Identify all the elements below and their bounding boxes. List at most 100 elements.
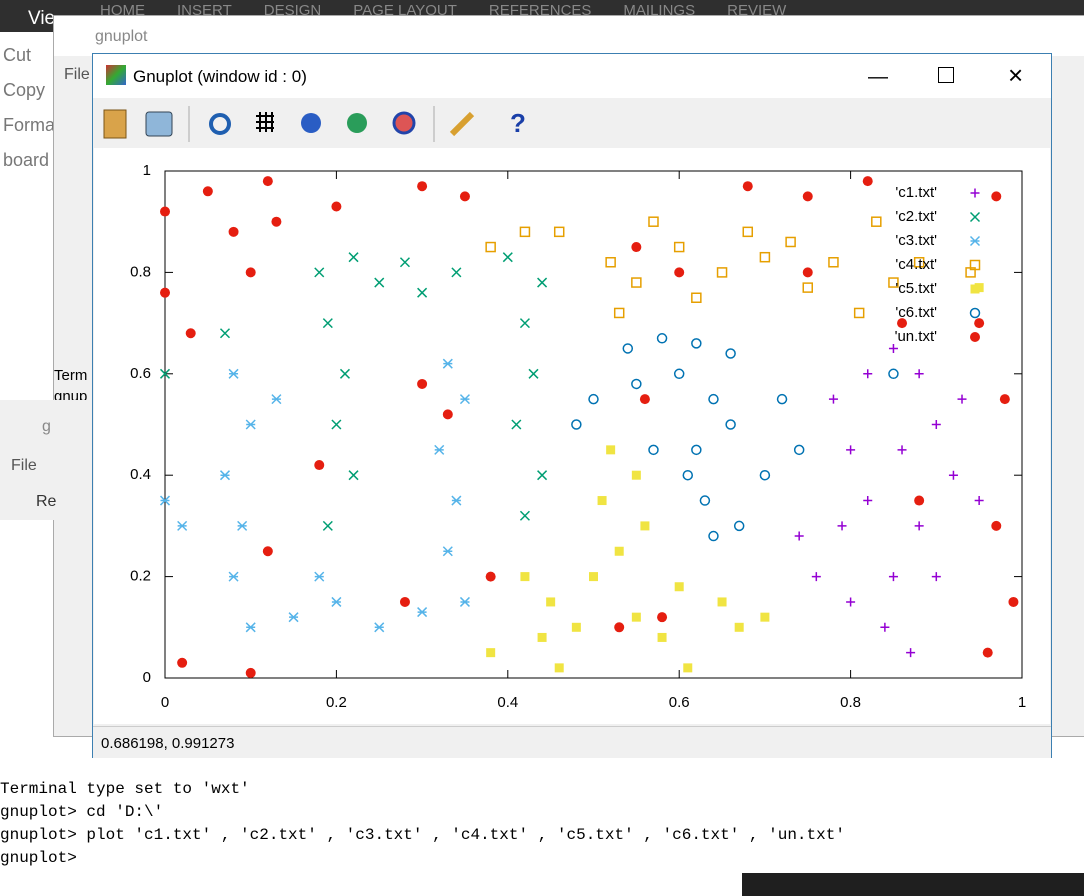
copy-icon[interactable] [103, 109, 127, 139]
x-tick-label: 0.6 [669, 694, 690, 711]
point [160, 287, 170, 298]
ribbon-tab[interactable]: MAILINGS [623, 2, 696, 19]
point [931, 420, 941, 429]
point [699, 495, 711, 506]
y-tick-label: 0.6 [130, 365, 151, 382]
zoom-reset-icon[interactable] [392, 111, 416, 135]
point [322, 318, 333, 329]
point [991, 191, 1002, 202]
point [339, 368, 351, 379]
status-bar [93, 726, 1051, 758]
point [519, 318, 530, 329]
grid-icon[interactable] [256, 112, 274, 132]
point [502, 252, 513, 263]
small-window [0, 400, 92, 520]
clipboard-item: Forma [3, 115, 53, 135]
point [262, 176, 273, 187]
point [159, 495, 171, 506]
legend-label: 'c5.txt' [895, 280, 937, 297]
ribbon-tab[interactable]: REVIEW [727, 2, 787, 19]
point [374, 277, 385, 288]
console-menu[interactable]: File [64, 66, 90, 83]
ribbon-tab[interactable]: HOME [100, 2, 145, 19]
print-icon[interactable] [145, 111, 173, 137]
point [537, 277, 548, 288]
min-button[interactable]: — [868, 66, 888, 88]
point [674, 267, 685, 278]
clipboard-item: Copy [3, 80, 46, 100]
point [1008, 596, 1019, 607]
point [219, 328, 231, 339]
point [717, 597, 727, 607]
legend-marker [969, 259, 981, 271]
point [597, 496, 607, 506]
ribbon-tab[interactable]: INSERT [177, 2, 232, 19]
point [322, 520, 333, 531]
ribbon-tab[interactable]: DESIGN [263, 2, 322, 19]
point [271, 216, 282, 227]
ribbon-tab[interactable]: REFERENCES [488, 2, 592, 19]
legend-marker [970, 188, 980, 198]
point [331, 201, 342, 212]
point [486, 648, 496, 658]
point [314, 460, 325, 471]
point [863, 369, 873, 379]
plot-icon [106, 65, 126, 85]
point [399, 596, 410, 607]
y-tick-label: 0 [143, 669, 151, 686]
legend-label: 'c3.txt' [895, 232, 937, 249]
zoom-prev-icon[interactable] [301, 113, 321, 133]
point [673, 368, 685, 380]
legend-marker [969, 235, 981, 247]
point [160, 206, 170, 217]
point [802, 282, 813, 293]
point [434, 444, 445, 455]
help-icon[interactable]: ? [510, 108, 526, 138]
point [554, 663, 564, 673]
small-redo[interactable]: Re [36, 493, 57, 510]
point [528, 368, 539, 379]
point [631, 277, 642, 288]
point [725, 348, 736, 359]
terminal-line: gnuplot> [0, 849, 77, 867]
view-tab[interactable]: Vie [28, 8, 56, 29]
point [742, 226, 754, 238]
ribbon-tab[interactable]: PAGE LAYOUT [353, 2, 457, 19]
point [742, 181, 753, 192]
close-button[interactable]: × [1008, 60, 1024, 90]
point [614, 622, 625, 633]
legend-marker [970, 332, 980, 342]
plot-titlebar [93, 54, 1051, 98]
point [683, 663, 693, 673]
point [219, 470, 231, 481]
point [631, 242, 642, 253]
small-menu[interactable]: File [11, 457, 37, 474]
point [846, 597, 856, 607]
point [871, 216, 882, 227]
point [451, 495, 462, 506]
console-line: Term [54, 367, 88, 384]
max-button[interactable] [938, 67, 954, 83]
point [682, 469, 694, 481]
legend-label: 'c6.txt' [895, 304, 937, 321]
point [656, 333, 668, 344]
point [177, 520, 188, 531]
console-title: gnuplot [95, 28, 148, 45]
point [862, 176, 873, 187]
point [245, 419, 256, 430]
x-tick-label: 0.8 [840, 694, 861, 711]
zoom-next-icon[interactable] [347, 113, 367, 133]
point [828, 257, 839, 268]
point [228, 571, 239, 582]
point [537, 632, 547, 642]
point [785, 236, 796, 248]
terminal: Terminal type set to 'wxt' gnuplot> cd 'D… [0, 778, 845, 870]
config-icon[interactable] [449, 111, 475, 137]
point [640, 521, 650, 531]
point [622, 343, 634, 354]
point [948, 470, 958, 480]
point [519, 510, 530, 521]
point [519, 226, 531, 238]
replot-icon[interactable] [209, 113, 231, 135]
point [794, 531, 804, 541]
